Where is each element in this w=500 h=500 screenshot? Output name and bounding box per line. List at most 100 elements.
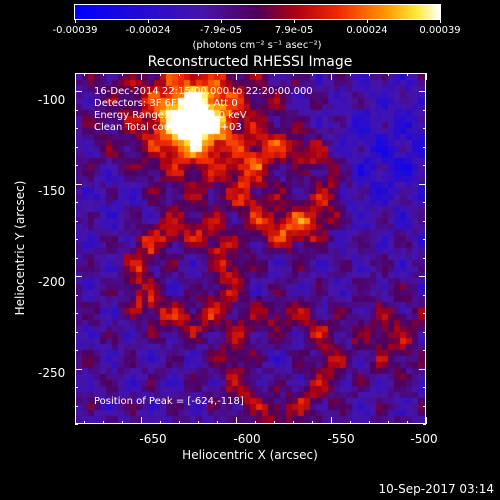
axis-tick xyxy=(236,73,238,80)
axis-tick xyxy=(423,405,426,407)
colorbar-tick xyxy=(439,19,441,23)
axis-tick xyxy=(75,276,82,278)
y-axis-title: Heliocentric Y (arcsec) xyxy=(13,180,27,316)
axis-tick xyxy=(423,128,426,130)
axis-tick xyxy=(369,73,371,76)
axis-tick xyxy=(423,331,426,333)
axis-tick xyxy=(293,421,295,424)
axis-tick xyxy=(423,202,426,204)
colorbar-tick-label: 7.9e-05 xyxy=(274,25,314,36)
colorbar-tick-label: -0.00039 xyxy=(52,25,98,36)
axis-tick xyxy=(419,183,426,185)
annotation-time: 16-Dec-2014 22:15:00.000 to 22:20:00.000 xyxy=(94,86,313,97)
axis-tick xyxy=(141,417,143,424)
colorbar-tick xyxy=(74,19,76,23)
x-tick-label: -500 xyxy=(410,432,438,446)
axis-tick xyxy=(312,73,314,76)
axis-tick xyxy=(312,421,314,424)
axis-tick xyxy=(407,421,409,424)
axis-tick xyxy=(75,257,78,259)
axis-tick xyxy=(75,73,78,74)
axis-tick xyxy=(75,313,78,315)
x-tick-label: -600 xyxy=(233,432,261,446)
axis-tick xyxy=(75,91,82,93)
axis-tick xyxy=(274,73,276,76)
axis-tick xyxy=(423,109,426,111)
axis-tick xyxy=(255,73,257,76)
colorbar-tick-label: -0.00024 xyxy=(125,25,171,36)
axis-tick xyxy=(274,421,276,424)
y-tick-label: -250 xyxy=(38,366,66,380)
colorbar-tick-label: 0.00039 xyxy=(419,25,461,36)
axis-tick xyxy=(75,165,78,167)
colorbar-units-label: (photons cm⁻² s⁻¹ asec⁻²) xyxy=(192,40,322,51)
axis-tick xyxy=(217,421,219,424)
axis-tick xyxy=(423,73,426,74)
axis-tick xyxy=(423,220,426,222)
x-tick-label: -550 xyxy=(327,432,355,446)
axis-tick xyxy=(160,421,162,424)
axis-tick xyxy=(388,73,390,76)
colorbar xyxy=(74,4,441,20)
plot-title: Reconstructed RHESSI Image xyxy=(147,54,353,70)
annotation-peak-position: Position of Peak = [-624,-118] xyxy=(94,396,244,407)
axis-tick xyxy=(419,91,426,93)
axis-tick xyxy=(423,424,426,425)
axis-tick xyxy=(331,73,333,80)
axis-tick xyxy=(236,417,238,424)
axis-tick xyxy=(75,331,78,333)
axis-tick xyxy=(75,146,78,148)
axis-tick xyxy=(103,73,105,76)
colorbar-tick-label: -7.9e-05 xyxy=(200,25,242,36)
axis-tick xyxy=(160,73,162,76)
axis-tick xyxy=(419,276,426,278)
axis-tick xyxy=(75,405,78,407)
axis-tick xyxy=(423,294,426,296)
axis-tick xyxy=(423,257,426,259)
axis-tick xyxy=(75,128,78,130)
axis-tick xyxy=(369,421,371,424)
axis-tick xyxy=(255,421,257,424)
axis-tick xyxy=(75,202,78,204)
colorbar-tick xyxy=(366,19,368,23)
axis-tick xyxy=(423,165,426,167)
x-tick-label: -650 xyxy=(139,432,167,446)
axis-tick xyxy=(75,183,82,185)
colorbar-tick xyxy=(293,19,295,23)
axis-tick xyxy=(179,421,181,424)
axis-tick xyxy=(122,421,124,424)
axis-tick xyxy=(141,73,143,80)
axis-tick xyxy=(423,313,426,315)
axis-tick xyxy=(388,421,390,424)
axis-tick xyxy=(75,294,78,296)
colorbar-tick xyxy=(147,19,149,23)
axis-tick xyxy=(419,368,426,370)
axis-tick xyxy=(75,424,78,425)
axis-tick xyxy=(426,417,427,424)
axis-tick xyxy=(84,421,86,424)
y-tick-label: -200 xyxy=(38,275,66,289)
axis-tick xyxy=(407,73,409,76)
colorbar-tick xyxy=(220,19,222,23)
axis-tick xyxy=(198,73,200,76)
axis-tick xyxy=(423,350,426,352)
axis-tick xyxy=(179,73,181,76)
plot-area: 16-Dec-2014 22:15:00.000 to 22:20:00.000… xyxy=(75,73,426,424)
axis-tick xyxy=(75,350,78,352)
axis-tick xyxy=(350,73,352,76)
axis-tick xyxy=(423,387,426,389)
y-tick-label: -100 xyxy=(38,93,66,107)
timestamp: 10-Sep-2017 03:14 xyxy=(378,482,494,496)
axis-tick xyxy=(122,73,124,76)
annotation-method: Clean Total counts: 8.88E+03 xyxy=(94,122,242,133)
annotation-detectors: Detectors: 3F 6F 7F 9F, Att 0 xyxy=(94,98,238,109)
axis-tick xyxy=(75,220,78,222)
axis-tick xyxy=(198,421,200,424)
axis-tick xyxy=(75,387,78,389)
axis-tick xyxy=(423,239,426,241)
y-tick-label: -150 xyxy=(38,184,66,198)
axis-tick xyxy=(84,73,86,76)
axis-tick xyxy=(350,421,352,424)
axis-tick xyxy=(426,73,427,80)
axis-tick xyxy=(75,368,82,370)
